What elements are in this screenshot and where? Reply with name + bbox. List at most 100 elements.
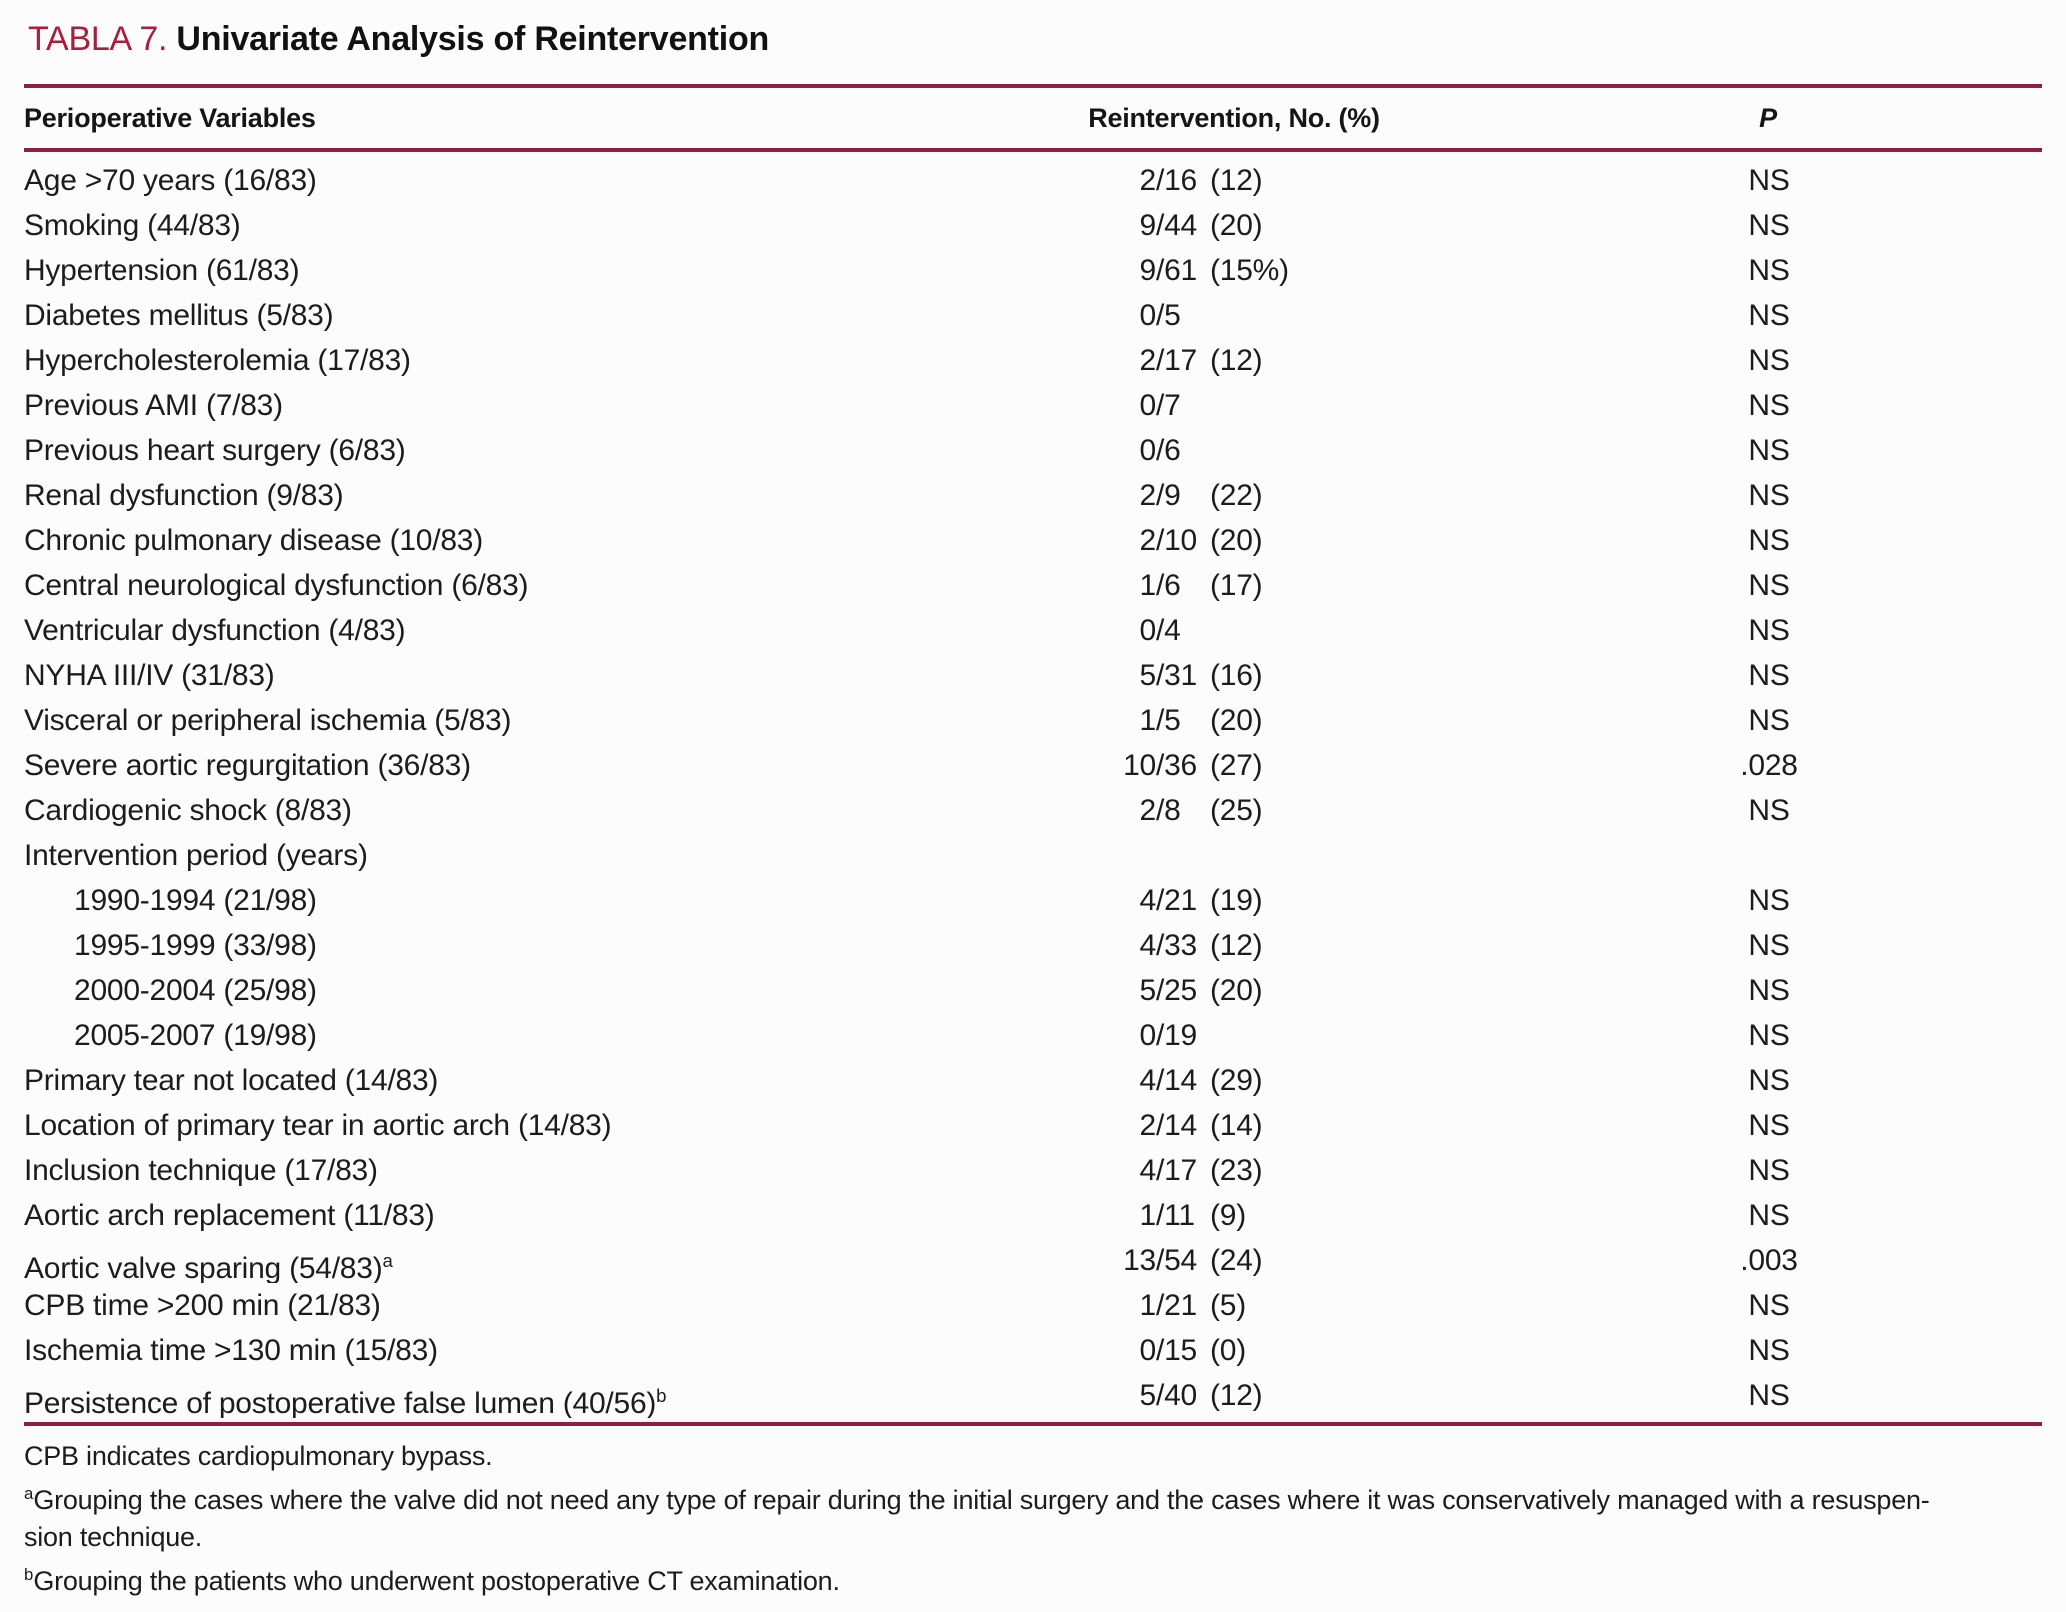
row-value-numerator: 13	[1123, 1244, 1156, 1277]
row-p-value: .028	[1740, 749, 1798, 782]
row-p-value	[1496, 833, 2042, 878]
row-value-denominator: /61	[1156, 254, 1197, 287]
row-value-numerator: 10	[1123, 749, 1156, 782]
row-p-value: NS	[1748, 344, 1790, 377]
table-row: Ventricular dysfunction (4/83) 0/4 NS	[24, 608, 2042, 653]
table-row: Severe aortic regurgitation (36/83) 10/36…	[24, 743, 2042, 788]
row-p-value: NS	[1748, 569, 1790, 602]
row-label: Age >70 years (16/83)	[24, 164, 317, 197]
row-value-denominator: /15	[1156, 1334, 1197, 1367]
row-p-value: NS	[1748, 614, 1790, 647]
row-value-percent: (12)	[1210, 929, 1263, 962]
table-row: 2005-2007 (19/98) 0/19 NS	[24, 1013, 2042, 1058]
footnotes: CPB indicates cardiopulmonary bypass. aGr…	[24, 1426, 2042, 1600]
row-value-numerator: 0	[1139, 614, 1157, 647]
row-label: Aortic valve sparing (54/83)a	[24, 1250, 393, 1283]
row-label: Visceral or peripheral ischemia (5/83)	[24, 704, 512, 737]
row-value-denominator: /17	[1156, 344, 1197, 377]
row-value-percent	[1210, 1013, 1496, 1058]
footnote-line: sion technique.	[24, 1522, 203, 1552]
row-p-value: NS	[1748, 1154, 1790, 1187]
row-value-percent: (27)	[1210, 749, 1263, 782]
row-value-percent: (12)	[1210, 164, 1263, 197]
row-p-value: NS	[1748, 659, 1790, 692]
row-value-denominator	[1156, 833, 1210, 878]
table-row: 2000-2004 (25/98) 5/25 (20) NS	[24, 968, 2042, 1013]
row-p-value: NS	[1748, 1334, 1790, 1367]
row-label: Intervention period (years)	[24, 839, 368, 872]
row-label: Previous AMI (7/83)	[24, 389, 283, 422]
row-value-percent	[1210, 428, 1496, 473]
row-value-denominator: /19	[1156, 1019, 1197, 1052]
row-value-percent	[1210, 608, 1496, 653]
column-header-variables: Perioperative Variables	[24, 103, 316, 133]
table-row: Location of primary tear in aortic arch …	[24, 1103, 2042, 1148]
row-value-percent: (20)	[1210, 704, 1263, 737]
row-p-value: NS	[1748, 1199, 1790, 1232]
row-label: Chronic pulmonary disease (10/83)	[24, 524, 483, 557]
row-p-value: NS	[1748, 209, 1790, 242]
column-header-p: P	[1759, 103, 1777, 133]
table-title-text: Univariate Analysis of Reintervention	[176, 20, 770, 58]
bottom-rule	[24, 1422, 2042, 1426]
row-p-value: NS	[1748, 389, 1790, 422]
row-label: CPB time >200 min (21/83)	[24, 1289, 381, 1322]
row-p-value: NS	[1748, 254, 1790, 287]
row-value-numerator: 9	[1139, 254, 1157, 287]
row-value-numerator: 1	[1139, 1199, 1157, 1232]
row-value-percent: (9)	[1210, 1199, 1246, 1232]
row-value-percent	[1210, 383, 1496, 428]
row-value-numerator: 2	[1139, 344, 1157, 377]
table-row: Primary tear not located (14/83) 4/14 (29)…	[24, 1058, 2042, 1103]
row-value-denominator: /8	[1156, 794, 1181, 827]
row-value-denominator: /5	[1156, 704, 1181, 737]
row-label: 2005-2007 (19/98)	[74, 1019, 317, 1052]
table-row: NYHA III/IV (31/83) 5/31 (16) NS	[24, 653, 2042, 698]
footnote-line: aGrouping the cases where the valve did …	[24, 1484, 1930, 1515]
row-value-percent	[1210, 293, 1496, 338]
row-label: Aortic arch replacement (11/83)	[24, 1199, 435, 1232]
row-value-percent: (20)	[1210, 524, 1263, 557]
row-value-percent: (12)	[1210, 1379, 1263, 1412]
row-value-percent: (29)	[1210, 1064, 1263, 1097]
table-row: Aortic arch replacement (11/83) 1/11 (9) NS	[24, 1193, 2042, 1238]
row-value-numerator: 2	[1139, 1109, 1157, 1142]
row-value-numerator: 2	[1139, 524, 1157, 557]
table-number-label: TABLA 7.	[28, 20, 168, 58]
header-rule	[24, 148, 2042, 152]
table-body: Age >70 years (16/83) 2/16 (12) NS Smoking (…	[24, 152, 2042, 1422]
row-value-numerator: 0	[1139, 299, 1157, 332]
column-header-reintervention: Reintervention, No. (%)	[1088, 103, 1380, 133]
row-value-percent: (5)	[1210, 1289, 1246, 1322]
row-value-denominator: /14	[1156, 1064, 1197, 1097]
row-label: Persistence of postoperative false lumen…	[24, 1385, 667, 1418]
row-value-percent: (17)	[1210, 569, 1263, 602]
row-value-numerator: 1	[1139, 704, 1157, 737]
row-value-denominator: /31	[1156, 659, 1197, 692]
row-value-denominator: /11	[1156, 1199, 1195, 1232]
table-row: Central neurological dysfunction (6/83) 1…	[24, 563, 2042, 608]
row-p-value: NS	[1748, 164, 1790, 197]
row-value-numerator: 4	[1139, 929, 1157, 962]
row-label: Previous heart surgery (6/83)	[24, 434, 406, 467]
table-row: Hypercholesterolemia (17/83) 2/17 (12) NS	[24, 338, 2042, 383]
table-row: Diabetes mellitus (5/83) 0/5 NS	[24, 293, 2042, 338]
footnote-line: bGrouping the patients who underwent pos…	[24, 1565, 840, 1596]
row-value-denominator: /5	[1156, 299, 1181, 332]
row-label: 1990-1994 (21/98)	[74, 884, 317, 917]
row-value-numerator: 1	[1139, 569, 1157, 602]
row-value-percent: (20)	[1210, 209, 1263, 242]
row-value-denominator: /40	[1156, 1379, 1197, 1412]
row-label: Primary tear not located (14/83)	[24, 1064, 439, 1097]
table-row: Age >70 years (16/83) 2/16 (12) NS	[24, 158, 2042, 203]
row-label: Hypertension (61/83)	[24, 254, 300, 287]
row-label: NYHA III/IV (31/83)	[24, 659, 275, 692]
row-value-denominator: /17	[1156, 1154, 1197, 1187]
table-row: Chronic pulmonary disease (10/83) 2/10 (20…	[24, 518, 2042, 563]
row-value-denominator: /25	[1156, 974, 1197, 1007]
row-p-value: NS	[1748, 1379, 1790, 1412]
row-p-value: NS	[1748, 479, 1790, 512]
row-value-numerator: 5	[1139, 659, 1157, 692]
row-value-denominator: /16	[1156, 164, 1197, 197]
